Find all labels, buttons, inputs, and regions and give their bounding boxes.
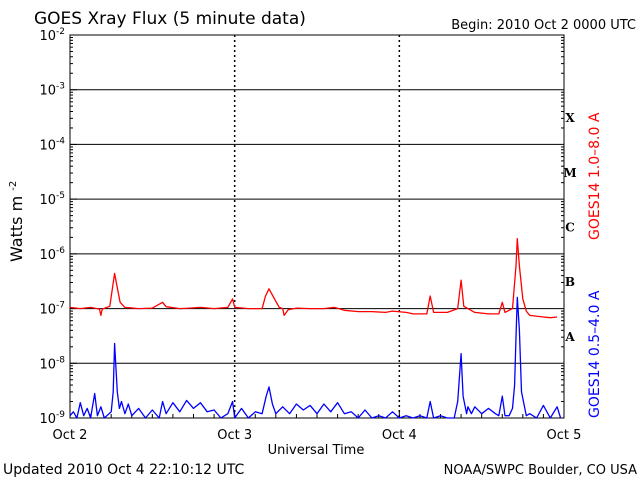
svg-text:Watts m -2: Watts m -2 xyxy=(7,181,26,262)
x-tick-label: Oct 3 xyxy=(217,428,252,443)
y-tick-label: 10-7 xyxy=(39,301,65,318)
y-tick-label-base: 10 xyxy=(39,248,56,263)
updated-timestamp: Updated 2010 Oct 4 22:10:12 UTC xyxy=(3,462,244,478)
flare-class-X: X xyxy=(565,111,575,125)
y-tick-label-exponent: -4 xyxy=(56,136,65,146)
y-tick-label-base: 10 xyxy=(39,84,56,99)
y-axis-label: Watts m -2 xyxy=(7,181,26,262)
y-tick-label: 10-4 xyxy=(39,136,65,153)
begin-label: Begin: 2010 Oct 2 0000 UTC xyxy=(451,18,636,33)
x-tick-label: Oct 2 xyxy=(53,428,88,443)
series-line-1 xyxy=(69,237,558,319)
x-axis-label: Universal Time xyxy=(268,443,365,458)
y-tick-label: 10-5 xyxy=(39,191,65,208)
y-tick-label-exponent: -5 xyxy=(56,191,65,201)
flare-class-A: A xyxy=(564,330,575,344)
y-tick-label-base: 10 xyxy=(39,303,56,318)
credit-label: NOAA/SWPC Boulder, CO USA xyxy=(444,463,637,478)
y-tick-label-exponent: -9 xyxy=(56,410,65,420)
y-tick-label: 10-6 xyxy=(39,246,65,263)
y-tick-label-exponent: -3 xyxy=(56,82,65,92)
series-lines xyxy=(69,237,562,419)
y-tick-label-exponent: -2 xyxy=(56,27,65,37)
legend-series-1: GOES14 1.0–8.0 A xyxy=(587,112,603,240)
flare-class-M: M xyxy=(563,166,576,180)
y-tick-label: 10-8 xyxy=(39,355,65,372)
flare-class-C: C xyxy=(565,221,575,235)
y-tick-label: 10-9 xyxy=(39,410,65,427)
y-tick-label: 10-2 xyxy=(39,27,65,44)
y-tick-label-base: 10 xyxy=(39,357,56,372)
flare-class-labels: X M C B A xyxy=(563,111,576,344)
y-axis-ticks: 10-210-310-410-510-610-710-810-9 xyxy=(39,27,564,427)
grid-lines xyxy=(70,35,564,418)
chart-title: GOES Xray Flux (5 minute data) xyxy=(34,9,306,29)
y-tick-label-exponent: -6 xyxy=(56,246,65,256)
y-tick-label-base: 10 xyxy=(39,412,56,427)
y-tick-label-exponent: -8 xyxy=(56,355,65,365)
flare-class-B: B xyxy=(565,275,575,289)
plot-area xyxy=(69,34,565,419)
plot-border xyxy=(69,34,565,419)
series-line-2 xyxy=(69,296,562,419)
x-tick-label: Oct 4 xyxy=(382,428,417,443)
y-tick-label-base: 10 xyxy=(39,138,56,153)
y-axis-label-superscript: -2 xyxy=(8,181,19,191)
x-tick-label: Oct 5 xyxy=(547,428,582,443)
legend-series-2: GOES14 0.5–4.0 A xyxy=(587,290,603,418)
y-tick-label: 10-3 xyxy=(39,82,65,99)
y-tick-label-base: 10 xyxy=(39,29,56,44)
y-axis-label-text: Watts m xyxy=(7,196,26,262)
y-tick-label-exponent: -7 xyxy=(56,301,65,311)
y-tick-label-base: 10 xyxy=(39,193,56,208)
